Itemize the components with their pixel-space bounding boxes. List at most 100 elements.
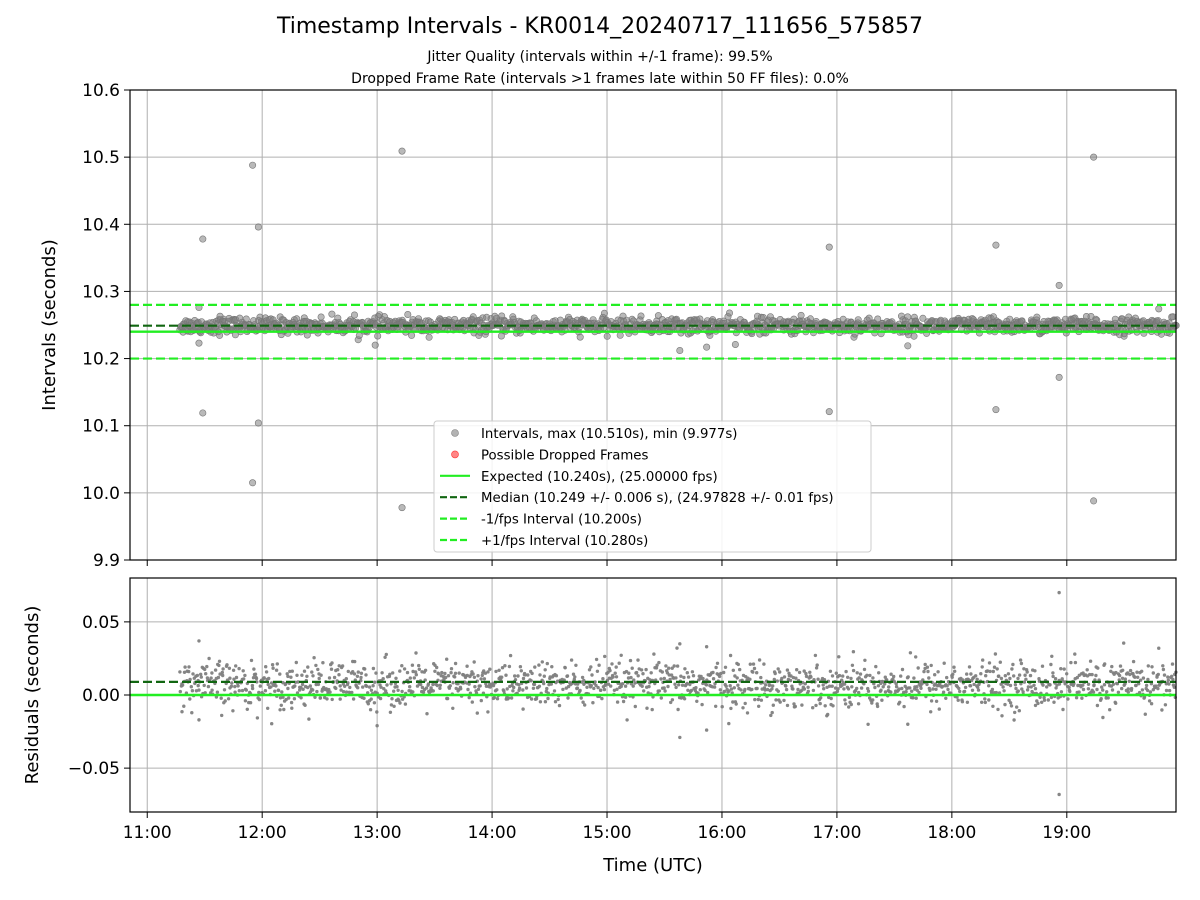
interval-point — [305, 674, 309, 678]
outlier-point — [249, 479, 257, 487]
interval-point — [449, 667, 454, 671]
interval-point — [1128, 672, 1132, 677]
interval-point — [755, 686, 759, 691]
interval-point — [706, 690, 710, 695]
interval-point — [790, 684, 794, 688]
interval-point — [772, 677, 776, 682]
interval-point — [1110, 664, 1114, 669]
interval-point — [698, 688, 702, 692]
interval-point — [285, 672, 289, 676]
interval-point — [778, 700, 782, 704]
interval-point — [210, 688, 214, 692]
interval-point — [237, 666, 241, 671]
interval-point — [223, 699, 227, 703]
interval-point — [1017, 673, 1022, 677]
interval-point — [266, 682, 270, 687]
interval-point — [727, 689, 731, 693]
interval-point — [431, 682, 435, 687]
interval-point — [339, 688, 343, 692]
interval-point — [736, 662, 740, 667]
interval-point — [433, 669, 437, 673]
interval-point — [417, 663, 421, 668]
interval-point — [500, 666, 505, 670]
interval-point — [769, 713, 773, 718]
interval-point — [1025, 670, 1029, 674]
interval-point — [1145, 688, 1150, 693]
interval-point — [404, 310, 412, 318]
interval-point — [981, 658, 985, 662]
interval-point — [440, 670, 444, 675]
interval-point — [919, 686, 923, 690]
interval-point — [454, 686, 458, 691]
interval-point — [507, 664, 512, 669]
interval-point — [858, 672, 863, 676]
legend-entry-label: -1/fps Interval (10.200s) — [481, 513, 642, 528]
interval-point — [1117, 673, 1122, 678]
interval-point — [295, 691, 300, 695]
interval-point — [288, 669, 292, 674]
interval-point — [521, 707, 525, 711]
interval-point — [312, 656, 316, 660]
interval-point — [255, 716, 260, 720]
y-tick-label: 10.5 — [82, 148, 120, 168]
interval-point — [859, 686, 864, 690]
y-tick-label: 9.9 — [93, 551, 120, 571]
interval-point — [270, 663, 275, 667]
interval-point — [591, 701, 595, 705]
interval-point — [299, 696, 303, 700]
interval-point — [821, 683, 825, 687]
outlier-point — [197, 639, 201, 643]
interval-point — [330, 697, 334, 702]
interval-point — [472, 660, 476, 664]
outlier-point — [992, 241, 1000, 249]
interval-point — [711, 677, 716, 681]
interval-point — [914, 655, 918, 659]
interval-point — [543, 700, 548, 704]
interval-point — [1067, 685, 1071, 690]
interval-point — [942, 661, 946, 665]
interval-point — [714, 704, 718, 708]
interval-point — [965, 672, 969, 676]
interval-point — [1095, 687, 1099, 692]
interval-point — [703, 688, 707, 693]
interval-point — [451, 706, 455, 710]
interval-point — [680, 683, 685, 687]
interval-point — [278, 672, 282, 676]
outlier-point — [1057, 590, 1061, 595]
interval-point — [629, 682, 633, 686]
interval-point — [338, 684, 342, 688]
interval-point — [631, 684, 635, 688]
interval-point — [403, 702, 408, 706]
interval-point — [359, 675, 363, 680]
interval-point — [1167, 688, 1172, 693]
interval-point — [453, 671, 458, 675]
outlier-point — [1055, 281, 1063, 289]
intervals-reference-lines — [130, 303, 1176, 360]
interval-point — [806, 689, 810, 693]
interval-point — [549, 682, 553, 686]
interval-point — [595, 669, 600, 673]
interval-point — [925, 665, 930, 669]
interval-point — [968, 684, 973, 688]
interval-point — [1002, 689, 1006, 693]
interval-point — [553, 700, 558, 704]
interval-point — [1134, 683, 1138, 688]
interval-point — [426, 682, 431, 686]
interval-point — [1160, 708, 1164, 712]
interval-point — [1054, 686, 1058, 690]
interval-point — [666, 684, 670, 689]
interval-point — [519, 669, 523, 673]
interval-point — [482, 677, 487, 681]
interval-point — [435, 665, 439, 670]
interval-point — [877, 671, 881, 675]
interval-point — [659, 696, 663, 700]
interval-point — [660, 670, 664, 674]
interval-point — [1040, 664, 1045, 668]
interval-point — [275, 662, 279, 666]
outlier-point — [1090, 153, 1098, 161]
interval-point — [670, 698, 675, 702]
interval-point — [830, 674, 835, 678]
interval-point — [343, 684, 347, 688]
interval-point — [589, 683, 593, 688]
interval-point — [470, 700, 474, 704]
